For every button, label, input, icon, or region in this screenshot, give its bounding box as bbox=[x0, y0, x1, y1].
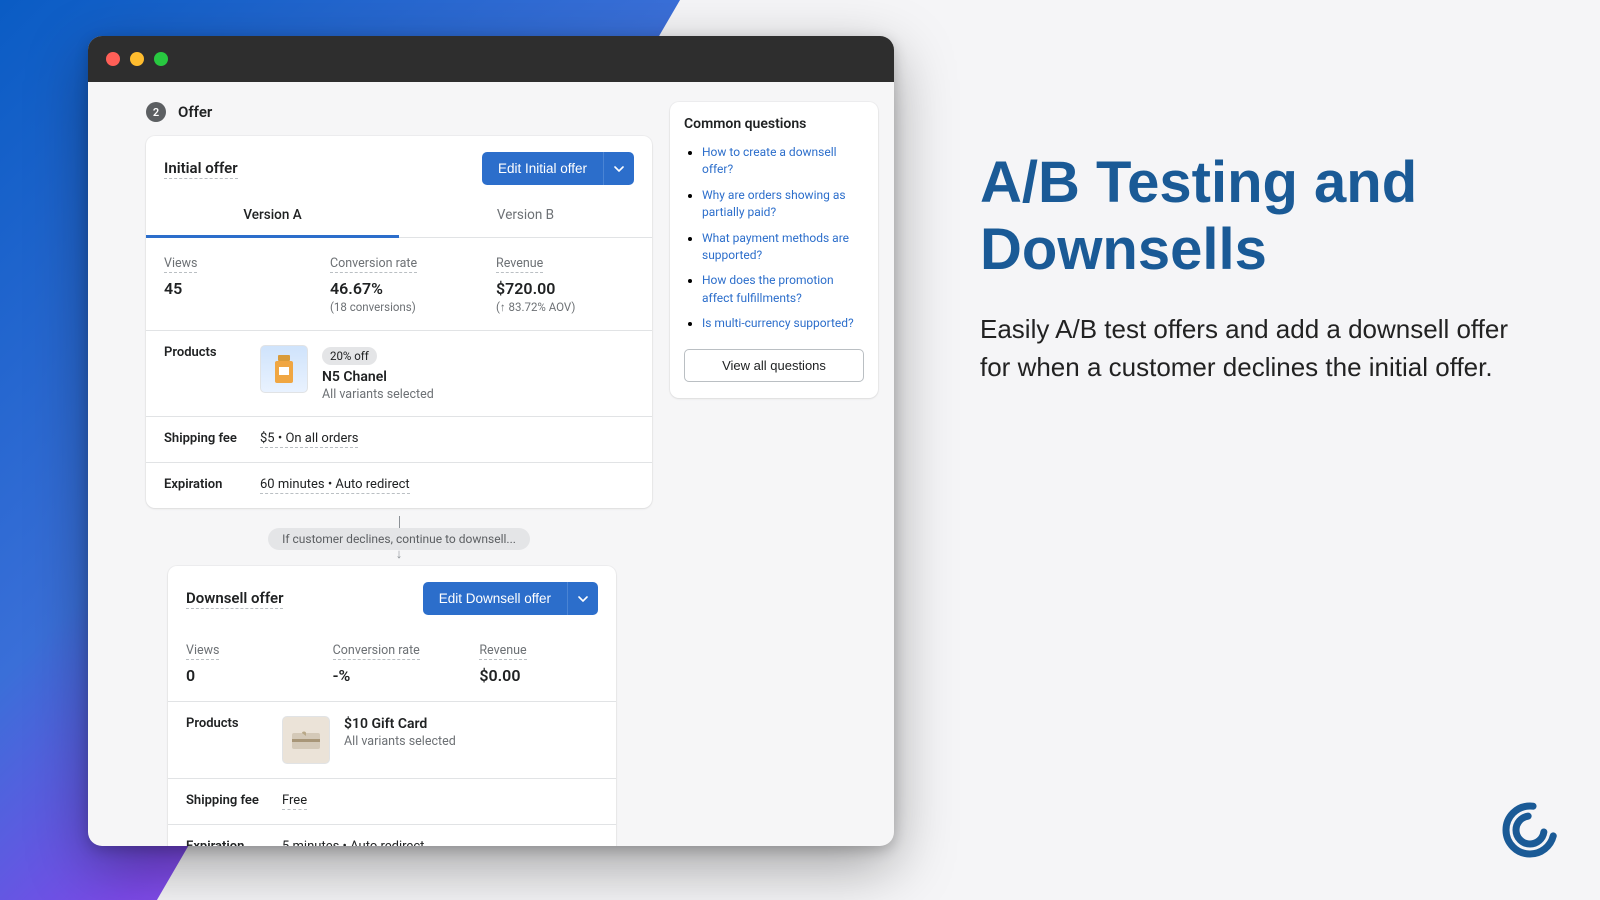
marketing-body: Easily A/B test offers and add a downsel… bbox=[980, 311, 1540, 386]
edit-downsell-dropdown[interactable] bbox=[567, 582, 598, 615]
minimize-icon[interactable] bbox=[130, 52, 144, 66]
version-tabs: Version A Version B bbox=[146, 195, 652, 238]
shipping-value: Free bbox=[282, 793, 307, 810]
common-questions-card: Common questions How to create a downsel… bbox=[670, 102, 878, 398]
downsell-offer-title: Downsell offer bbox=[186, 589, 283, 609]
window-titlebar bbox=[88, 36, 894, 82]
shipping-label: Shipping fee bbox=[164, 431, 260, 448]
product-row: 20% off N5 Chanel All variants selected bbox=[260, 345, 434, 402]
main-column: 2 Offer Initial offer Edit Initial offer… bbox=[146, 102, 652, 826]
common-questions-title: Common questions bbox=[684, 116, 864, 132]
edit-downsell-button-group: Edit Downsell offer bbox=[423, 582, 598, 615]
downsell-stats: Views 0 Conversion rate -% Revenue $0.00 bbox=[168, 625, 616, 702]
revenue-value: $0.00 bbox=[479, 666, 598, 685]
window-body: 2 Offer Initial offer Edit Initial offer… bbox=[88, 82, 894, 846]
products-label: Products bbox=[164, 345, 260, 402]
step-header: 2 Offer bbox=[146, 102, 652, 122]
expiration-label: Expiration bbox=[164, 477, 260, 494]
marketing-headline: A/B Testing and Downsells bbox=[980, 150, 1540, 283]
product-thumbnail bbox=[282, 716, 330, 764]
product-variants: All variants selected bbox=[344, 734, 456, 749]
faq-list: How to create a downsell offer? Why are … bbox=[684, 144, 864, 333]
edit-initial-button-group: Edit Initial offer bbox=[482, 152, 634, 185]
marketing-panel: A/B Testing and Downsells Easily A/B tes… bbox=[980, 150, 1540, 387]
expiration-label: Expiration bbox=[186, 839, 282, 846]
initial-stats: Views 45 Conversion rate 46.67% (18 conv… bbox=[146, 238, 652, 331]
conversion-sub: (18 conversions) bbox=[330, 300, 468, 314]
views-label: Views bbox=[186, 643, 219, 660]
initial-offer-card: Initial offer Edit Initial offer Version… bbox=[146, 136, 652, 508]
view-all-questions-button[interactable]: View all questions bbox=[684, 349, 864, 382]
product-variants: All variants selected bbox=[322, 387, 434, 402]
views-value: 45 bbox=[164, 279, 302, 298]
product-thumbnail bbox=[260, 345, 308, 393]
product-row: $10 Gift Card All variants selected bbox=[282, 716, 456, 764]
views-label: Views bbox=[164, 256, 197, 273]
sidebar-column: Common questions How to create a downsel… bbox=[670, 102, 878, 826]
conversion-value: -% bbox=[333, 666, 452, 685]
products-label: Products bbox=[186, 716, 282, 764]
faq-link[interactable]: How does the promotion affect fulfillmen… bbox=[702, 273, 834, 304]
conversion-label: Conversion rate bbox=[333, 643, 420, 660]
close-icon[interactable] bbox=[106, 52, 120, 66]
tab-version-a[interactable]: Version A bbox=[146, 195, 399, 238]
discount-badge: 20% off bbox=[322, 347, 377, 365]
faq-link[interactable]: Why are orders showing as partially paid… bbox=[702, 188, 846, 219]
arrow-down-icon: ↓ bbox=[396, 550, 403, 560]
faq-link[interactable]: What payment methods are supported? bbox=[702, 231, 849, 262]
chevron-down-icon bbox=[614, 166, 624, 172]
brand-logo bbox=[1500, 800, 1560, 860]
faq-link[interactable]: Is multi-currency supported? bbox=[702, 316, 854, 330]
revenue-label: Revenue bbox=[496, 256, 543, 273]
conversion-value: 46.67% bbox=[330, 279, 468, 298]
shipping-label: Shipping fee bbox=[186, 793, 282, 810]
edit-downsell-button[interactable]: Edit Downsell offer bbox=[423, 582, 567, 615]
product-name: N5 Chanel bbox=[322, 369, 434, 385]
flow-connector: If customer declines, continue to downse… bbox=[146, 516, 652, 560]
conversion-label: Conversion rate bbox=[330, 256, 417, 273]
edit-initial-button[interactable]: Edit Initial offer bbox=[482, 152, 603, 185]
product-name: $10 Gift Card bbox=[344, 716, 456, 732]
step-title: Offer bbox=[178, 103, 212, 121]
tab-version-b[interactable]: Version B bbox=[399, 195, 652, 237]
app-window: 2 Offer Initial offer Edit Initial offer… bbox=[88, 36, 894, 846]
shipping-value: $5 • On all orders bbox=[260, 431, 358, 448]
revenue-value: $720.00 bbox=[496, 279, 634, 298]
expiration-value: 5 minutes • Auto redirect bbox=[282, 839, 424, 846]
step-number-badge: 2 bbox=[146, 102, 166, 122]
views-value: 0 bbox=[186, 666, 305, 685]
expiration-value: 60 minutes • Auto redirect bbox=[260, 477, 410, 494]
revenue-sub: (↑ 83.72% AOV) bbox=[496, 300, 634, 314]
revenue-label: Revenue bbox=[479, 643, 526, 660]
chevron-down-icon bbox=[578, 596, 588, 602]
edit-initial-dropdown[interactable] bbox=[603, 152, 634, 185]
initial-offer-title: Initial offer bbox=[164, 159, 238, 179]
faq-link[interactable]: How to create a downsell offer? bbox=[702, 145, 837, 176]
connector-line-icon bbox=[399, 516, 400, 528]
downsell-offer-card: Downsell offer Edit Downsell offer Views… bbox=[168, 566, 616, 846]
fullscreen-icon[interactable] bbox=[154, 52, 168, 66]
